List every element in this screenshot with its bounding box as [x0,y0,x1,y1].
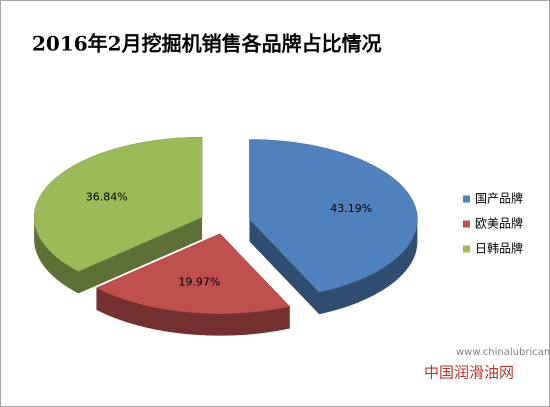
data-label: 36.84% [86,190,128,203]
slice [33,136,203,272]
data-label: 43.19% [330,202,372,215]
data-label: 19.97% [178,275,220,288]
legend-label: 欧美品牌 [475,217,523,231]
legend-swatch [463,245,470,253]
legend-label: 国产品牌 [475,192,523,206]
slice [95,233,291,314]
legend-swatch [463,220,470,228]
slice [249,139,418,293]
watermark-name: 中国润滑油网 [424,364,514,382]
legend-label: 日韩品牌 [475,241,523,256]
chart-title: 2016年2月挖掘机销售各品牌占比情况 [32,32,382,56]
watermark-url: www.chinalubricant.com [456,347,550,358]
legend-swatch [463,195,470,203]
pie: 43.19% 19.97% 36.84% [33,136,418,336]
